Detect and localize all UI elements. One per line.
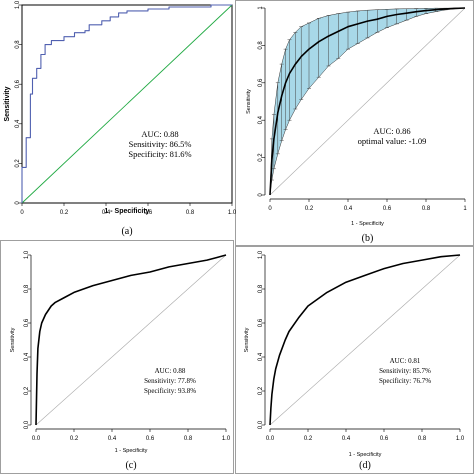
annotation-b: optimal value: -1.09	[358, 136, 427, 146]
chart-c: 0.0 0.2 0.4 0.6 0.8 1.0 0.0 0.2 0.4 0.6 0.8 1.0 1 - …	[10, 250, 231, 471]
chart-a: 0 0.2 0.4 0.6 0.8 1.0 0 0.2 0.4 0.6 0.8 1.0 1 - Spec…	[4, 0, 237, 237]
x-tick-label-d: 0.4	[342, 436, 351, 442]
annotation-d: Specificity: 76.7%	[379, 377, 431, 385]
y-axis-label-b: Sensitivity	[246, 89, 252, 114]
x-tick-label-d: 1.0	[456, 436, 465, 442]
annotation-d: AUC: 0.81	[390, 357, 421, 365]
y-tick-label-d: 0.8	[258, 284, 264, 293]
panel-caption-d: (d)	[359, 460, 371, 471]
x-tick-label-a: 0.6	[144, 210, 153, 216]
chart-b: 0 0.2 0.4 0.6 0.8 1 0 0.2 0.4 0.6 0.8 1 1 - Specific…	[246, 6, 467, 244]
x-tick-label-a: 1.0	[228, 210, 237, 216]
annotation-a: Sensitivity: 86.5%	[129, 139, 192, 149]
y-tick-label-c: 1.0	[24, 250, 30, 259]
reference-line-b	[269, 7, 466, 196]
x-tick-label-a: 0	[20, 210, 24, 216]
y-tick-label-a: 0.8	[15, 40, 21, 49]
y-tick-label-a: 0.4	[15, 119, 21, 128]
panel-caption-a: (a)	[121, 226, 132, 237]
y-tick-label-b: 0.2	[258, 153, 264, 162]
x-axis-label-a: 1 - Specificity	[104, 208, 149, 215]
x-axis-label-b: 1 - Specificity	[351, 221, 384, 227]
annotation-b: AUC: 0.86	[373, 126, 410, 136]
x-tick-label-c: 0.2	[70, 436, 79, 442]
roc-curve-c	[35, 254, 227, 426]
x-axis-label-d: 1 - Specificity	[349, 452, 382, 458]
y-tick-label-b: 0	[258, 193, 264, 197]
x-tick-label-d: 0.8	[418, 436, 427, 442]
x-tick-label-c: 0.6	[146, 436, 155, 442]
y-tick-label-a: 0.6	[15, 79, 21, 88]
x-tick-label-b: 1	[463, 206, 467, 212]
chart-d: 0.0 0.2 0.4 0.6 0.8 1.0 0.0 0.2 0.4 0.6 0.8 1.0 1 - …	[244, 250, 465, 471]
x-tick-label-a: 0.8	[186, 210, 195, 216]
x-tick-label-d: 0.0	[266, 436, 275, 442]
annotation-a: AUC: 0.88	[141, 129, 178, 139]
x-tick-label-d: 0.2	[304, 436, 313, 442]
roc-curve-d	[269, 254, 461, 426]
roc-curve-a	[21, 4, 232, 203]
x-tick-label-c: 0.0	[32, 436, 41, 442]
y-tick-label-a: 0	[15, 201, 21, 205]
y-tick-label-c: 0.0	[24, 420, 30, 429]
x-tick-label-a: 0.2	[60, 210, 69, 216]
x-tick-label-c: 1.0	[222, 436, 231, 442]
y-tick-label-b: 1	[258, 6, 264, 10]
y-axis-label-a: Sensitivity	[4, 86, 11, 121]
annotation-c: Specificity: 93.8%	[144, 387, 196, 395]
y-tick-label-d: 0.2	[258, 386, 264, 395]
annotation-a: Specificity: 81.6%	[128, 149, 191, 159]
x-axis-label-c: 1 - Specificity	[115, 448, 148, 454]
y-axis-label-d: Sensitivity	[244, 327, 250, 352]
y-tick-label-b: 0.6	[258, 78, 264, 87]
x-tick-label-d: 0.6	[380, 436, 389, 442]
annotation-c: AUC: 0.88	[155, 367, 186, 375]
x-tick-label-c: 0.8	[184, 436, 193, 442]
y-axis-label-c: Sensitivity	[10, 327, 16, 352]
y-tick-label-d: 1.0	[258, 250, 264, 259]
y-tick-label-d: 0.4	[258, 352, 264, 361]
y-tick-label-c: 0.8	[24, 284, 30, 293]
y-tick-label-a: 0.2	[15, 159, 21, 168]
y-tick-label-b: 0.4	[258, 115, 264, 124]
roc-curve-b	[269, 7, 466, 196]
x-tick-label-a: 0.4	[102, 210, 111, 216]
x-tick-label-b: 0.6	[383, 206, 392, 212]
x-tick-label-b: 0.2	[305, 206, 314, 212]
y-tick-label-a: 1.0	[15, 0, 21, 9]
y-tick-label-c: 0.2	[24, 386, 30, 395]
reference-line-d	[269, 254, 461, 426]
x-tick-label-c: 0.4	[108, 436, 117, 442]
plot-area-a	[21, 4, 233, 204]
x-tick-label-b: 0.4	[344, 206, 353, 212]
y-tick-label-d: 0.6	[258, 318, 264, 327]
reference-line-c	[35, 254, 227, 426]
panel-caption-c: (c)	[125, 460, 136, 471]
annotation-c: Sensitivity: 77.8%	[144, 377, 196, 385]
y-tick-label-b: 0.8	[258, 41, 264, 50]
y-tick-label-d: 0.0	[258, 420, 264, 429]
x-tick-label-b: 0.8	[422, 206, 431, 212]
y-tick-label-c: 0.4	[24, 352, 30, 361]
reference-line-a	[21, 4, 233, 204]
y-tick-label-c: 0.6	[24, 318, 30, 327]
panel-caption-b: (b)	[362, 233, 374, 244]
x-tick-label-b: 0	[268, 206, 272, 212]
annotation-d: Sensitivity: 85.7%	[379, 367, 431, 375]
